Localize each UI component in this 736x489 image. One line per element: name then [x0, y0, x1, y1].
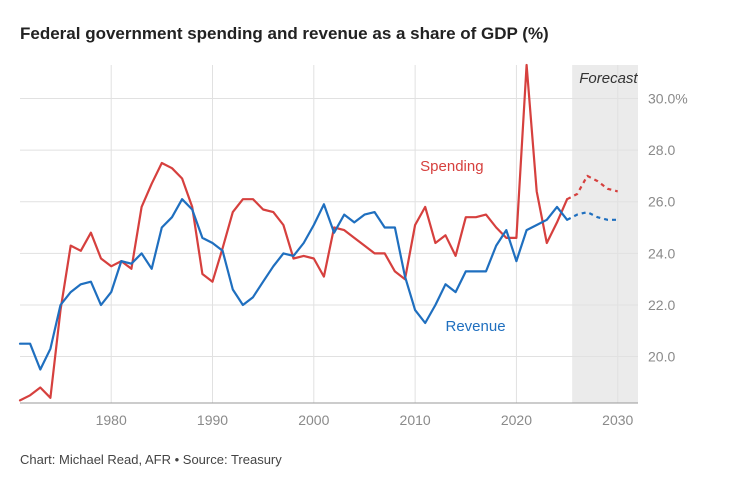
grid-layer — [20, 65, 638, 403]
x-tick-label: 2030 — [602, 412, 633, 428]
y-tick-label: 22.0 — [648, 297, 675, 313]
forecast-band-layer — [572, 65, 638, 403]
chart-title: Federal government spending and revenue … — [20, 24, 549, 43]
forecast-label: Forecast — [579, 70, 638, 87]
chart-source: Chart: Michael Read, AFR • Source: Treas… — [20, 452, 282, 467]
annotation-layer: Spending Revenue Forecast — [420, 70, 638, 335]
x-tick-label: 2010 — [400, 412, 431, 428]
spending-series-label: Spending — [420, 158, 483, 175]
forecast-band — [572, 65, 638, 403]
x-tick-label: 2020 — [501, 412, 532, 428]
spending-forecast-line — [566, 174, 618, 201]
y-tick-label: 24.0 — [648, 245, 675, 261]
y-tick-label: 20.0 — [648, 349, 675, 365]
spending-line — [18, 63, 569, 402]
revenue-series-label: Revenue — [446, 318, 506, 335]
y-tick-label: 30.0% — [648, 91, 688, 107]
revenue-line — [18, 198, 569, 371]
series-layer — [18, 63, 618, 402]
x-tick-label: 2000 — [298, 412, 329, 428]
y-axis-ticks: 20.0 22.0 24.0 26.0 28.0 30.0% — [648, 91, 688, 365]
y-tick-label: 26.0 — [648, 194, 675, 210]
x-axis-ticks: 1980 1990 2000 2010 2020 2030 — [96, 412, 634, 428]
x-tick-label: 1980 — [96, 412, 127, 428]
revenue-forecast-line — [566, 211, 618, 221]
y-tick-label: 28.0 — [648, 142, 675, 158]
x-tick-label: 1990 — [197, 412, 228, 428]
